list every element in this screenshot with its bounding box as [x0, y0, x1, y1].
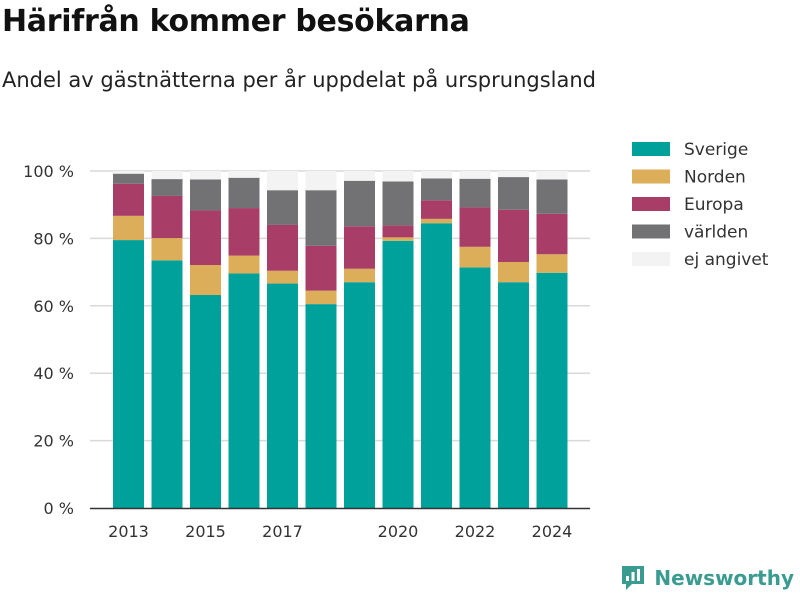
x-tick-label: 2022: [455, 522, 496, 541]
bar-segment: [459, 171, 491, 179]
bar-segment: [459, 178, 491, 208]
bar-segment: [305, 245, 337, 291]
bar-segment: [344, 180, 375, 227]
bar-segment: [267, 171, 298, 191]
bar-segment: [536, 254, 568, 273]
bar-segment: [536, 171, 568, 180]
bar-segment: [190, 171, 221, 180]
legend-swatch: [632, 142, 670, 156]
newsworthy-logo-icon: [622, 566, 645, 590]
bar-segment: [151, 179, 183, 196]
bar-segment: [190, 210, 221, 266]
y-tick-label: 80 %: [33, 229, 74, 248]
bar-segment: [498, 177, 529, 210]
bar-segment: [536, 272, 568, 508]
bar-segment: [421, 200, 452, 219]
bar-segment: [459, 246, 491, 268]
legend: Sverige Norden Europa världen ej angivet: [632, 140, 769, 270]
bar-segment: [382, 171, 414, 182]
bar-segment: [113, 215, 144, 241]
bar-segment: [421, 218, 452, 224]
y-tick-label: 60 %: [33, 297, 74, 316]
bars: [113, 171, 568, 509]
bar-segment: [382, 240, 414, 508]
y-tick-label: 100 %: [23, 162, 74, 181]
bar-segment: [536, 213, 568, 255]
bar-segment: [305, 290, 337, 305]
bar-segment: [344, 268, 375, 283]
bar-segment: [228, 273, 260, 508]
y-tick-label: 40 %: [33, 364, 74, 383]
bar-segment: [228, 255, 260, 274]
bar-segment: [151, 171, 183, 180]
bar-segment: [113, 183, 144, 216]
bar-segment: [498, 209, 529, 262]
chart-title: Härifrån kommer besökarna: [2, 4, 470, 39]
bar-segment: [382, 237, 414, 241]
x-tick-label: 2024: [532, 522, 573, 541]
bar-segment: [498, 282, 529, 508]
bar-segment: [267, 283, 298, 508]
bar-segment: [536, 179, 568, 214]
bar-segment: [190, 295, 221, 508]
bar-segment: [421, 223, 452, 509]
x-tick-label: 2015: [185, 522, 226, 541]
bar-segment: [228, 208, 260, 256]
y-axis-tick-labels: 0 % 20 % 40 % 60 % 80 % 100 %: [23, 162, 74, 518]
bar-segment: [382, 225, 414, 238]
bar-segment: [421, 171, 452, 179]
bar-segment: [498, 261, 529, 283]
legend-label: Europa: [684, 195, 744, 215]
x-tick-label: 2013: [108, 522, 149, 541]
bar-segment: [344, 282, 375, 508]
legend-swatch: [632, 252, 670, 266]
bar-segment: [267, 190, 298, 225]
bar-segment: [113, 173, 144, 184]
bar-segment: [151, 195, 183, 239]
bar-segment: [305, 304, 337, 508]
x-axis-tick-labels: 2013 2015 2017 2020 2022 2024: [108, 522, 572, 541]
bar-segment: [344, 171, 375, 181]
bar-segment: [305, 171, 337, 191]
bar-segment: [344, 226, 375, 269]
chart-subtitle: Andel av gästnätterna per år uppdelat på…: [2, 68, 596, 92]
legend-label: ej angivet: [684, 250, 769, 270]
bar-segment: [267, 224, 298, 271]
bar-segment: [190, 265, 221, 296]
bar-segment: [459, 207, 491, 247]
bar-segment: [267, 270, 298, 284]
bar-segment: [421, 178, 452, 201]
brand-name: Newsworthy: [654, 566, 794, 590]
bar-segment: [228, 171, 260, 178]
x-tick-label: 2020: [378, 522, 419, 541]
bar-segment: [459, 267, 491, 508]
bar-segment: [113, 171, 144, 174]
legend-swatch: [632, 224, 670, 239]
bar-segment: [151, 238, 183, 261]
y-tick-label: 20 %: [33, 432, 74, 451]
legend-label: Norden: [684, 168, 746, 188]
bar-segment: [151, 260, 183, 508]
bar-segment: [382, 181, 414, 226]
bar-segment: [498, 171, 529, 178]
x-tick-label: 2017: [262, 522, 303, 541]
bar-segment: [305, 190, 337, 246]
brand-logo: Newsworthy: [620, 564, 794, 592]
bar-segment: [190, 179, 221, 211]
bar-segment: [228, 177, 260, 209]
bar-segment: [113, 240, 144, 508]
legend-label: världen: [684, 223, 748, 243]
legend-swatch: [632, 169, 670, 184]
legend-label: Sverige: [684, 140, 748, 160]
legend-swatch: [632, 197, 670, 211]
y-tick-label: 0 %: [44, 499, 74, 518]
